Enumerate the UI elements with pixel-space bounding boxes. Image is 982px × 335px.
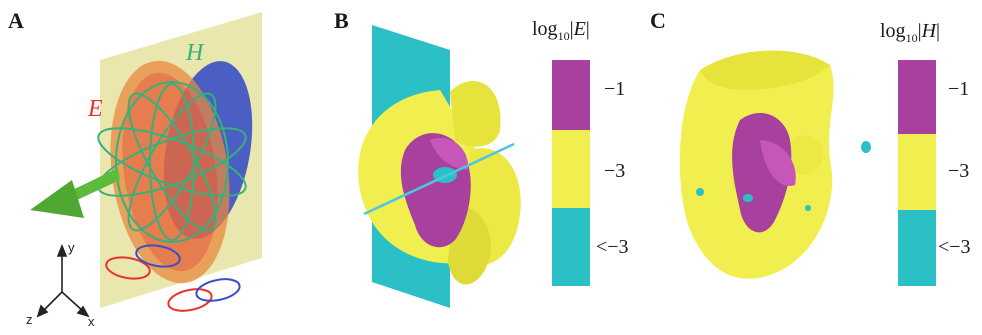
panel-a-h-label: H <box>186 40 204 66</box>
panel-a-red-inner <box>122 72 218 272</box>
panel-b-axis-line <box>363 142 515 216</box>
panel-a-e-label: E <box>88 96 103 122</box>
panel-c-colorbar-label: −3 <box>948 160 970 182</box>
panel-c-colorbar-yellow <box>898 134 936 210</box>
axis-x-label: x <box>88 314 95 329</box>
panel-b-e-field-isosurface <box>358 80 521 285</box>
panel-c-letter: C <box>650 8 666 33</box>
panel-c-colorbar-cyan <box>898 210 936 286</box>
panel-c-colorbar-title: log10|H| <box>880 20 941 45</box>
panel-b-colorbar-label: −3 <box>604 160 626 182</box>
panel-c-colorbar-label: −1 <box>948 78 970 100</box>
axis-z-label: z <box>26 312 33 327</box>
panel-a-polarization-ellipses <box>105 244 241 312</box>
panel-a-letter: A <box>8 8 24 33</box>
panel-b-colorbar-magenta <box>552 60 590 130</box>
panel-b-colorbar-yellow <box>552 130 590 208</box>
panel-c-h-field-isosurface <box>679 50 871 279</box>
panel-b-colorbar-cyan <box>552 208 590 286</box>
panel-c-colorbar-label: <−3 <box>938 236 971 258</box>
panel-a-field-loops <box>97 81 247 243</box>
panel-b-colorbar-title: log10|E| <box>532 18 590 43</box>
panel-a-propagation-arrow <box>30 168 120 218</box>
panel-b-colorbar-label: <−3 <box>596 236 629 258</box>
axis-y-label: y <box>68 240 75 255</box>
panel-b-colorbar-label: −1 <box>604 78 626 100</box>
panel-c-colorbar-magenta <box>898 60 936 134</box>
panel-a-axes <box>36 243 90 318</box>
panel-b-letter: B <box>334 8 349 33</box>
